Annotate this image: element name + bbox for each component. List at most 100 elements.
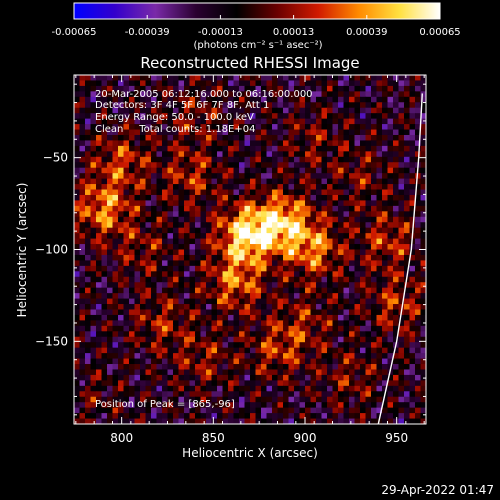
heatmap-cell [222,129,229,136]
heatmap-cell [101,293,108,300]
heatmap-cell [145,134,152,142]
heatmap-cell [206,265,213,272]
heatmap-cell [107,151,114,158]
heatmap-cell [189,80,196,87]
heatmap-cell [299,265,306,272]
heatmap-cell [85,129,92,136]
heatmap-cell [371,124,378,131]
heatmap-cell [156,156,163,163]
heatmap-cell [151,402,158,409]
heatmap-cell [195,118,202,125]
heatmap-cell [310,96,317,103]
heatmap-cell [200,347,207,354]
annotation-energy-range: Energy Range: 50.0 - 100.0 keV [95,112,254,123]
heatmap-cell [200,249,207,256]
heatmap-cell [123,249,130,256]
heatmap-cell [310,113,317,120]
heatmap-cell [178,162,185,169]
heatmap-cell [332,260,339,267]
heatmap-cell [90,151,97,158]
heatmap-cell [349,113,356,120]
heatmap-cell [310,216,317,223]
heatmap-cell [255,129,262,136]
heatmap-cell [178,254,185,261]
heatmap-cell [349,347,356,354]
heatmap-cell [222,184,229,191]
heatmap-cell [233,413,240,420]
heatmap-cell [156,151,163,158]
heatmap-cell [343,173,350,180]
heatmap-cell [365,233,372,240]
heatmap-cell [316,418,323,424]
heatmap-cell [299,314,306,321]
heatmap-cell [162,336,169,343]
heatmap-cell [145,418,152,424]
heatmap-cell [244,407,251,414]
heatmap-cell [178,91,185,98]
heatmap-cell [189,265,196,272]
heatmap-cell [365,407,372,414]
heatmap-cell [195,233,202,240]
heatmap-cell [376,118,383,125]
heatmap-cell [283,173,290,180]
heatmap-cell [90,254,97,261]
heatmap-cell [233,107,240,114]
heatmap-cell [195,80,202,87]
heatmap-cell [74,380,81,387]
heatmap-cell [316,178,323,185]
heatmap-cell [316,205,323,212]
heatmap-cell [338,233,345,240]
heatmap-cell [316,222,323,229]
heatmap-cell [239,276,246,283]
heatmap-cell [90,75,97,82]
heatmap-cell [244,129,251,136]
heatmap-cell [343,80,350,87]
heatmap-cell [294,265,301,272]
heatmap-cell [184,249,191,256]
heatmap-cell [85,151,92,158]
heatmap-cell [233,244,240,251]
heatmap-cell [184,222,191,229]
heatmap-cell [332,178,339,185]
heatmap-cell [266,96,273,103]
heatmap-cell [365,282,372,289]
heatmap-cell [321,331,328,338]
heatmap-cell [239,113,246,120]
heatmap-cell [393,402,400,409]
heatmap-cell [189,358,196,365]
heatmap-cell [178,194,185,202]
heatmap-cell [222,391,229,398]
heatmap-cell [244,402,251,409]
heatmap-cell [206,85,213,92]
heatmap-cell [107,91,114,98]
heatmap-cell [79,353,86,360]
heatmap-cell [294,402,301,409]
heatmap-cell [107,118,114,125]
heatmap-cell [277,140,284,147]
heatmap-cell [272,407,279,414]
heatmap-cell [244,353,251,360]
heatmap-cell [200,358,207,365]
heatmap-cell [101,418,108,424]
heatmap-cell [162,396,169,403]
heatmap-cell [327,265,334,272]
heatmap-cell [343,200,350,207]
heatmap-cell [228,380,235,387]
heatmap-cell [332,189,339,196]
heatmap-cell [409,325,416,332]
heatmap-cell [376,293,383,300]
heatmap-cell [184,391,191,398]
heatmap-cell [145,96,152,103]
heatmap-cell [167,380,174,387]
heatmap-cell [371,396,378,403]
heatmap-cell [145,178,152,185]
heatmap-cell [349,276,356,283]
heatmap-cell [107,336,114,343]
heatmap-cell [140,85,147,92]
heatmap-cell [409,265,416,272]
heatmap-cell [145,254,152,261]
heatmap-cell [129,151,136,158]
heatmap-cell [145,265,152,272]
heatmap-cell [250,254,257,261]
